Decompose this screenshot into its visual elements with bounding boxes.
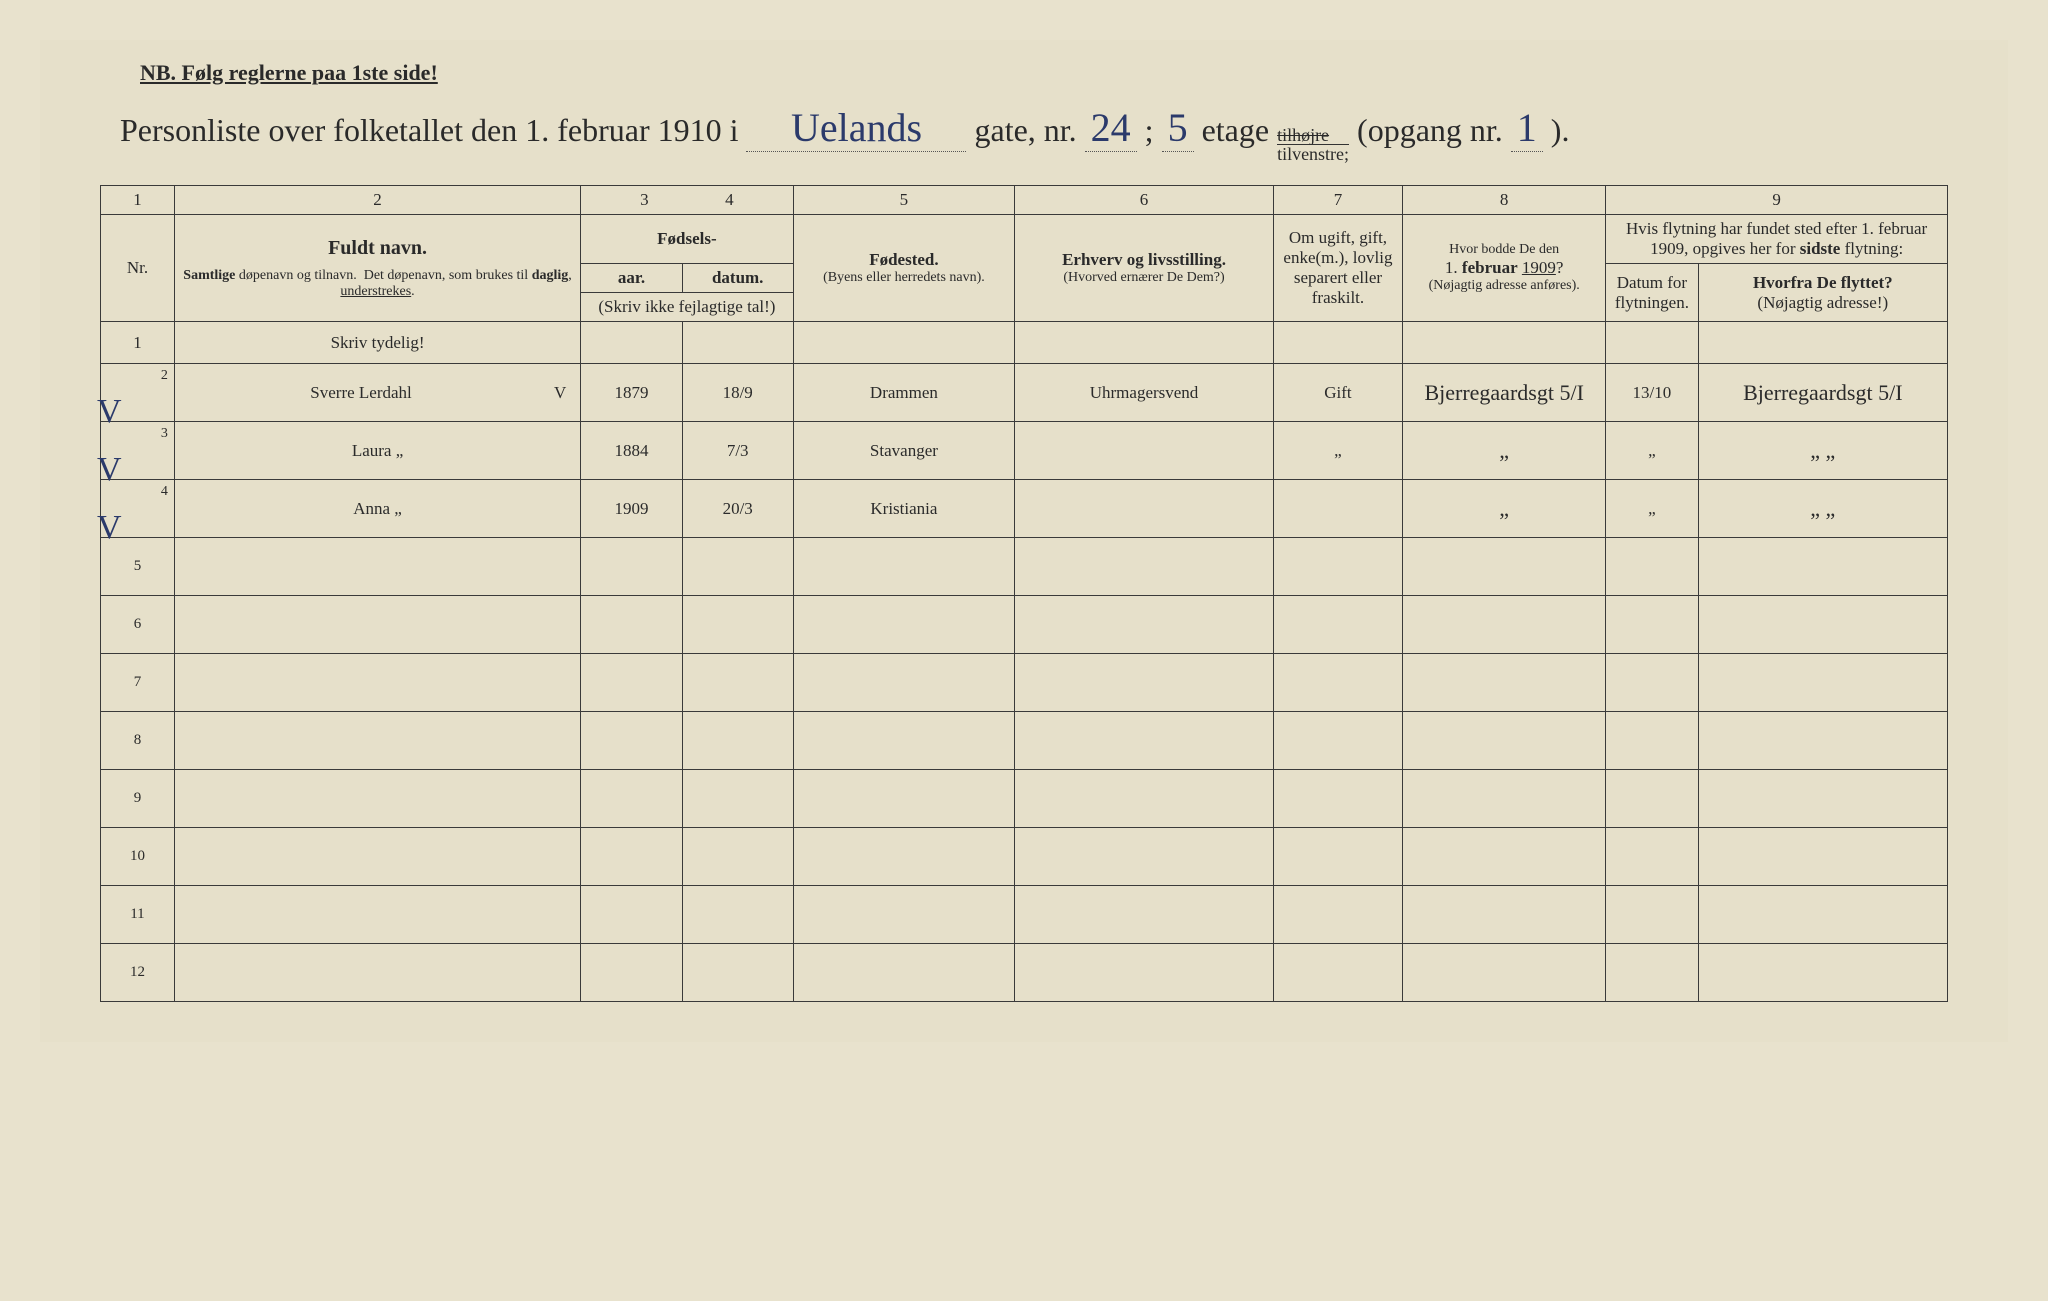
colnum-5: 5	[793, 186, 1015, 215]
hdr-move-top: Hvis flytning har fundet sted efter 1. f…	[1606, 215, 1948, 264]
side-fraction: tilhøjre tilvenstre;	[1277, 126, 1349, 163]
cell-date: 7/3	[682, 422, 793, 480]
tilvenstre: tilvenstre;	[1277, 144, 1349, 163]
header-row-1: Nr. Fuldt navn. Samtlige døpenavn og til…	[101, 215, 1948, 264]
opgang-number: 1	[1511, 104, 1543, 152]
colnum-34: 3 4	[581, 186, 793, 215]
cell-marital: Gift	[1273, 364, 1402, 422]
cell-date: 20/3	[682, 480, 793, 538]
close-paren: ).	[1551, 112, 1570, 149]
table-row-blank: 5	[101, 538, 1948, 596]
table-row-blank: 9	[101, 770, 1948, 828]
cell-from: „ „	[1698, 480, 1947, 538]
cell-name: Laura „	[174, 422, 580, 480]
cell-1909: „	[1403, 480, 1606, 538]
cell-marital: „	[1273, 422, 1402, 480]
hdr-move-from: Hvorfra De flyttet? (Nøjagtig adresse!)	[1698, 264, 1947, 322]
title-line: Personliste over folketallet den 1. febr…	[120, 104, 1948, 163]
hdr-birthplace: Fødested. (Byens eller herredets navn).	[793, 215, 1015, 322]
table-row-blank: 12	[101, 944, 1948, 1002]
cell-name: Anna „	[174, 480, 580, 538]
table-row-blank: 8	[101, 712, 1948, 770]
cell-occupation	[1015, 480, 1274, 538]
census-form: NB. Følg reglerne paa 1ste side! Personl…	[40, 40, 2008, 1042]
row-nr: V3	[101, 422, 175, 480]
table-row-blank: 7	[101, 654, 1948, 712]
colnum-1: 1	[101, 186, 175, 215]
hdr-name: Fuldt navn. Samtlige døpenavn og tilnavn…	[174, 215, 580, 322]
floor-number: 5	[1162, 104, 1194, 152]
hint-row: 1 Skriv tydelig!	[101, 322, 1948, 364]
cell-from: Bjerregaardsgt 5/I	[1698, 364, 1947, 422]
cell-movedate: „	[1606, 422, 1698, 480]
cell-year: 1909	[581, 480, 683, 538]
title-prefix: Personliste over folketallet den 1. febr…	[120, 112, 738, 149]
row-nr: 10	[101, 828, 175, 886]
hdr-fod-note: (Skriv ikke fejlagtige tal!)	[581, 293, 793, 322]
row-nr: 12	[101, 944, 175, 1002]
cell-1909: Bjerregaardsgt 5/I	[1403, 364, 1606, 422]
cell-birthplace: Drammen	[793, 364, 1015, 422]
hdr-datum: datum.	[682, 264, 793, 293]
row-nr: 6	[101, 596, 175, 654]
hdr-marital: Om ugift, gift, enke(m.), lovlig separer…	[1273, 215, 1402, 322]
cell-birthplace: Kristiania	[793, 480, 1015, 538]
hdr-occupation: Erhverv og livsstilling. (Hvorved ernære…	[1015, 215, 1274, 322]
tilhojre: tilhøjre	[1277, 126, 1349, 144]
table-row: V4Anna „190920/3Kristiania„„„ „	[101, 480, 1948, 538]
colnum-6: 6	[1015, 186, 1274, 215]
hdr-aar: aar.	[581, 264, 683, 293]
cell-occupation: Uhrmagersvend	[1015, 364, 1274, 422]
row-nr-1: 1	[101, 322, 175, 364]
hdr-nr: Nr.	[101, 215, 175, 322]
row-nr: 11	[101, 886, 175, 944]
row-nr: 8	[101, 712, 175, 770]
cell-year: 1879	[581, 364, 683, 422]
cell-birthplace: Stavanger	[793, 422, 1015, 480]
check-icon: V	[97, 509, 122, 547]
nb-heading: NB. Følg reglerne paa 1ste side!	[140, 60, 1948, 86]
cell-date: 18/9	[682, 364, 793, 422]
row-nr: 9	[101, 770, 175, 828]
cell-movedate: 13/10	[1606, 364, 1698, 422]
cell-1909: „	[1403, 422, 1606, 480]
cell-name: Sverre Lerdahl V	[174, 364, 580, 422]
etage-label: etage	[1202, 112, 1270, 149]
row-nr: 7	[101, 654, 175, 712]
hdr-move-date: Datum for flytningen.	[1606, 264, 1698, 322]
row-nr: V2	[101, 364, 175, 422]
colnum-7: 7	[1273, 186, 1402, 215]
cell-year: 1884	[581, 422, 683, 480]
cell-from: „ „	[1698, 422, 1947, 480]
cell-occupation	[1015, 422, 1274, 480]
colnum-9: 9	[1606, 186, 1948, 215]
table-row-blank: 6	[101, 596, 1948, 654]
gate-label: gate, nr.	[974, 112, 1076, 149]
hdr-1909: Hvor bodde De den 1. februar 1909? (Nøja…	[1403, 215, 1606, 322]
census-table: 1 2 3 4 5 6 7 8 9 Nr. Fuldt navn. Samtli…	[100, 185, 1948, 1002]
cell-movedate: „	[1606, 480, 1698, 538]
colnum-8: 8	[1403, 186, 1606, 215]
cell-marital	[1273, 480, 1402, 538]
table-row-blank: 11	[101, 886, 1948, 944]
hint-text: Skriv tydelig!	[174, 322, 580, 364]
hdr-fodsels: Fødsels-	[581, 215, 793, 264]
table-row: V3Laura „18847/3Stavanger„„„„ „	[101, 422, 1948, 480]
colnum-2: 2	[174, 186, 580, 215]
opgang-label: (opgang nr.	[1357, 112, 1503, 149]
row-nr: V4	[101, 480, 175, 538]
table-row-blank: 10	[101, 828, 1948, 886]
table-row: V2Sverre Lerdahl V187918/9DrammenUhrmage…	[101, 364, 1948, 422]
hdr-1909-date: 1. februar 1909?	[1445, 258, 1564, 277]
street-name: Uelands	[746, 104, 966, 152]
hdr-name-sub: Samtlige døpenavn og tilnavn. Det døpena…	[183, 268, 571, 299]
semicolon: ;	[1145, 112, 1154, 149]
gate-number: 24	[1085, 104, 1137, 152]
column-number-row: 1 2 3 4 5 6 7 8 9	[101, 186, 1948, 215]
